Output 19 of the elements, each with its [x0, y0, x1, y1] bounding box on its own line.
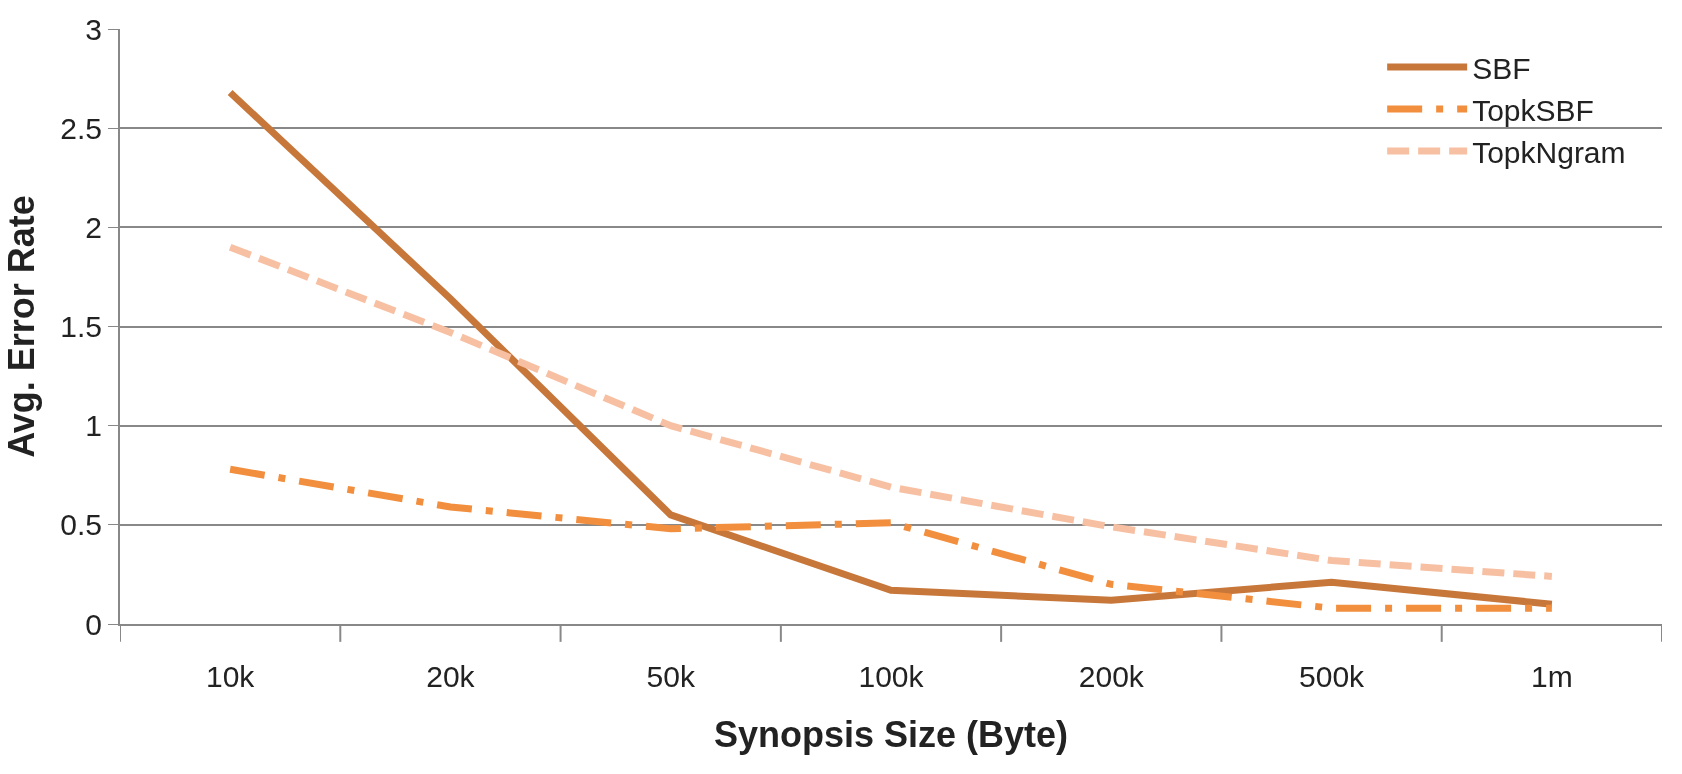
x-tick-label: 1m — [1531, 660, 1573, 693]
x-tick-label: 10k — [205, 660, 256, 693]
legend-label: TopkNgram — [1472, 135, 1626, 169]
x-tick-label: 50k — [646, 660, 696, 693]
x-tick-label: 100k — [858, 660, 925, 693]
y-tick-label: 2.5 — [60, 111, 102, 145]
x-axis-title: Synopsis Size (Byte) — [713, 714, 1069, 756]
y-tick-label: 0.5 — [60, 508, 102, 542]
y-tick-label: 0 — [85, 607, 102, 641]
x-tick-label: 500k — [1299, 660, 1366, 693]
y-tick-label: 3 — [85, 12, 102, 46]
legend-label: TopkSBF — [1472, 93, 1594, 127]
legend-label: SBF — [1472, 51, 1531, 85]
x-tick-label: 200k — [1078, 660, 1145, 693]
y-tick-label: 1 — [85, 409, 102, 443]
y-tick-label: 2 — [85, 210, 102, 244]
x-tick-label: 20k — [426, 660, 476, 693]
y-tick-label: 1.5 — [60, 310, 102, 343]
y-axis-title: Avg. Error Rate — [0, 195, 42, 458]
